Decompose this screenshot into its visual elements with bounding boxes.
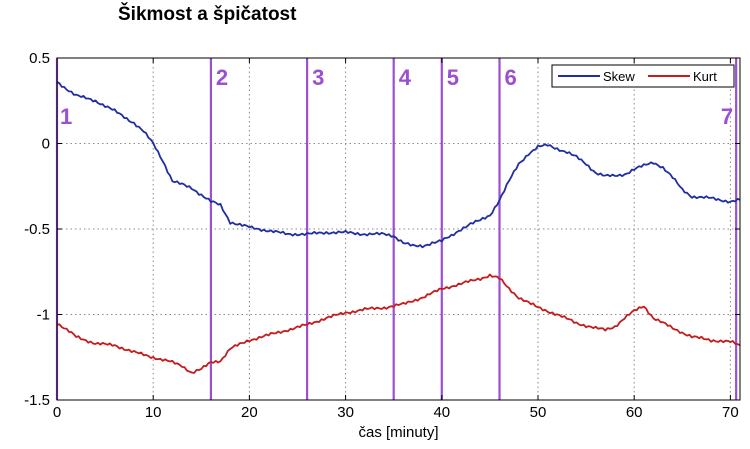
vertical-markers [55, 58, 738, 400]
x-tick-label: 30 [337, 404, 354, 421]
x-tick-label: 0 [53, 404, 61, 421]
x-tick-label: 60 [626, 404, 643, 421]
legend: Skew Kurt [551, 64, 735, 88]
y-tick-label: 0.5 [29, 50, 50, 67]
axis-ticks: 0 10 20 30 40 50 60 70 0.5 0 -0.5 -1 -1.5 [24, 50, 740, 421]
y-tick-label: 0 [42, 136, 50, 153]
y-tick-label: -0.5 [24, 221, 50, 238]
marker-label-7: 7 [721, 104, 733, 129]
series-lines [56, 81, 741, 374]
marker-label-2: 2 [216, 65, 228, 90]
chart-title: Šikmost a špičatost [118, 4, 297, 25]
y-tick-label: -1 [37, 307, 50, 324]
legend-label-kurt: Kurt [693, 69, 717, 84]
x-tick-label: 70 [722, 404, 739, 421]
legend-box [551, 64, 735, 88]
x-tick-label: 20 [241, 404, 258, 421]
marker-label-3: 3 [312, 65, 324, 90]
x-tick-label: 40 [433, 404, 450, 421]
marker-labels: 1 2 3 4 5 6 7 [60, 65, 733, 129]
x-axis-label: čas [minuty] [358, 424, 438, 441]
x-tick-label: 10 [145, 404, 162, 421]
grid [56, 57, 740, 401]
x-tick-label: 50 [530, 404, 547, 421]
legend-label-skew: Skew [603, 69, 635, 84]
y-tick-label: -1.5 [24, 392, 50, 409]
marker-label-6: 6 [505, 65, 517, 90]
series-line-kurt [56, 273, 741, 374]
marker-label-1: 1 [60, 104, 72, 129]
marker-label-5: 5 [447, 65, 459, 90]
series-line-skew [56, 81, 741, 249]
marker-label-4: 4 [399, 65, 412, 90]
